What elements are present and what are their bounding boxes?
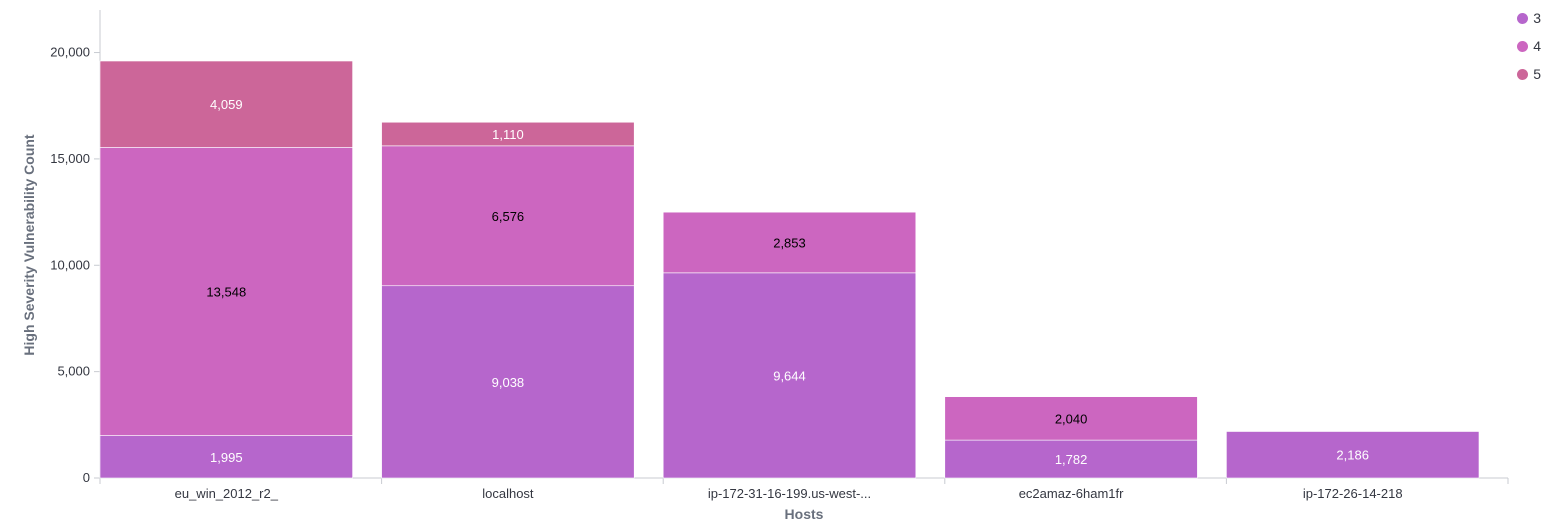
bar-segment-5[interactable] (99, 60, 353, 148)
bar-segment-4[interactable] (99, 147, 353, 436)
bar-segment-5[interactable] (381, 121, 635, 147)
legend-label: 3 (1533, 10, 1541, 26)
legend-item-4[interactable]: 4 (1517, 32, 1541, 60)
legend-label: 4 (1533, 38, 1541, 54)
bar-value-label: 1,782 (1055, 452, 1088, 467)
bar-value-label: 9,038 (492, 375, 525, 390)
y-axis-title: High Severity Vulnerability Count (21, 134, 37, 356)
bar-value-label: 1,110 (492, 127, 524, 142)
x-axis-title: Hosts (785, 506, 824, 522)
y-tick-label: 15,000 (50, 151, 90, 166)
bar-value-label: 2,186 (1336, 448, 1369, 463)
x-tick-label: eu_win_2012_r2_ (175, 486, 279, 501)
x-tick-label: ip-172-26-14-218 (1303, 486, 1403, 501)
bar-value-label: 9,644 (773, 368, 806, 383)
bar-segment-4[interactable] (381, 145, 635, 287)
legend-color-dot (1517, 68, 1529, 80)
x-tick-label: ip-172-31-16-199.us-west-... (708, 486, 871, 501)
y-tick-label: 0 (83, 470, 90, 485)
legend: 3 4 5 (1517, 4, 1541, 88)
x-axis: eu_win_2012_r2_ localhost ip-172-31-16-199… (99, 477, 1509, 501)
y-tick-label: 20,000 (50, 45, 90, 60)
bar-segment-3[interactable] (381, 285, 635, 479)
bar-segment-4[interactable] (662, 211, 917, 274)
bar-segment-3[interactable] (944, 439, 1198, 479)
bar-segment-3[interactable] (99, 435, 353, 479)
legend-color-dot (1517, 40, 1529, 52)
bar-value-label: 2,853 (773, 236, 806, 251)
bar-value-label: 13,548 (206, 284, 246, 299)
legend-label: 5 (1533, 66, 1541, 82)
bars (99, 60, 1480, 479)
y-tick-label: 5,000 (57, 364, 90, 379)
bar-segment-3[interactable] (662, 272, 917, 479)
bar-value-label: 4,059 (210, 97, 243, 112)
x-tick-label: ec2amaz-6ham1fr (1019, 486, 1124, 501)
y-tick-label: 10,000 (50, 257, 90, 272)
bar-segment-3[interactable] (1226, 431, 1480, 479)
y-axis: 0 5,000 10,000 15,000 20,000 (50, 10, 101, 485)
bar-segment-4[interactable] (944, 396, 1198, 441)
legend-color-dot (1517, 12, 1529, 24)
legend-item-5[interactable]: 5 (1517, 60, 1541, 88)
bar-value-label: 2,040 (1055, 411, 1088, 426)
bar-value-label: 6,576 (492, 209, 525, 224)
legend-item-3[interactable]: 3 (1517, 4, 1541, 32)
bar-value-label: 1,995 (210, 450, 243, 465)
bar-labels: 1,995 13,548 4,059 9,038 6,576 1,110 9,644 2,85… (206, 97, 1369, 467)
x-tick-label: localhost (482, 486, 534, 501)
